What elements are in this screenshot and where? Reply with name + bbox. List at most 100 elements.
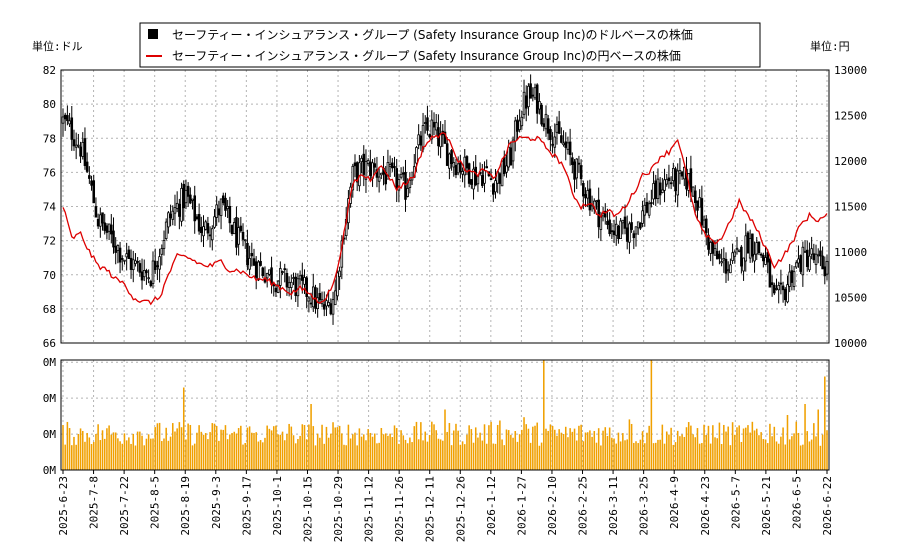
- volume-bar: [652, 443, 655, 470]
- candle-body: [173, 207, 177, 214]
- x-tick-label: 2025-10-15: [301, 476, 314, 542]
- candle-body: [595, 200, 598, 203]
- volume-bar: [264, 437, 266, 470]
- volume-bar: [758, 435, 760, 470]
- volume-bar: [248, 426, 251, 470]
- candle-body: [619, 220, 622, 240]
- candle-body: [630, 222, 633, 230]
- volume-bar: [209, 432, 211, 470]
- candle-body: [535, 84, 539, 114]
- candle-body: [542, 123, 546, 127]
- volume-bar: [543, 360, 545, 470]
- volume-bar: [459, 444, 462, 470]
- candle-body: [533, 87, 537, 99]
- volume-bar: [158, 422, 161, 470]
- candle-body: [715, 250, 719, 260]
- volume-bar: [275, 425, 277, 470]
- volume-bar: [97, 424, 99, 470]
- candle-body: [654, 180, 658, 199]
- volume-bar: [705, 435, 708, 470]
- candle-body: [110, 224, 113, 235]
- volume-bar: [536, 422, 538, 470]
- candle-body: [467, 163, 471, 184]
- candle-body: [114, 245, 117, 253]
- volume-bar: [378, 442, 380, 470]
- candle-body: [689, 168, 693, 193]
- candle-body: [149, 281, 153, 287]
- candle-body: [781, 285, 785, 291]
- legend-usd-label: セーフティー・インシュアランス・グループ (Safety Insurance G…: [172, 27, 693, 42]
- volume-bar: [180, 427, 183, 470]
- candle-body: [138, 263, 142, 273]
- volume-bar: [611, 437, 613, 470]
- candle-body: [735, 247, 739, 250]
- volume-bar: [226, 439, 229, 470]
- volume-bar: [185, 439, 187, 470]
- volume-bar: [196, 432, 198, 470]
- volume-bar: [523, 417, 525, 470]
- candle-body: [125, 253, 128, 258]
- candle-body: [810, 248, 813, 255]
- volume-bar: [424, 431, 427, 470]
- candle-body: [169, 213, 172, 219]
- candle-body: [759, 253, 763, 256]
- volume-bar: [622, 433, 624, 470]
- volume-bar: [551, 426, 554, 470]
- volume-bar: [193, 443, 196, 470]
- volume-bar: [681, 434, 683, 470]
- volume-bar: [518, 434, 521, 470]
- volume-bar: [95, 433, 97, 470]
- candle-body: [96, 218, 100, 227]
- volume-bar: [650, 360, 653, 470]
- volume-bar: [457, 430, 459, 470]
- volume-bar: [501, 439, 503, 470]
- volume-bar: [439, 439, 442, 470]
- candle-body: [625, 227, 629, 242]
- volume-bar: [341, 433, 343, 470]
- volume-bar: [516, 441, 519, 470]
- volume-bar: [532, 426, 534, 470]
- candle-body: [248, 257, 251, 270]
- candle-body: [623, 216, 627, 229]
- vol-tick-label: 0M: [43, 428, 57, 441]
- candle-body: [252, 258, 256, 266]
- candle-body: [792, 271, 796, 287]
- volume-bar: [270, 430, 273, 470]
- volume-bar: [101, 430, 104, 470]
- candle-body: [88, 175, 91, 179]
- candle-body: [226, 206, 229, 210]
- volume-bar: [327, 437, 330, 470]
- candle-body: [582, 183, 585, 197]
- volume-bar: [90, 444, 93, 470]
- y-right-tick-label: 13000: [834, 64, 867, 77]
- candle-body: [131, 259, 135, 271]
- volume-bar: [362, 434, 365, 470]
- volume-bar: [147, 434, 150, 470]
- candle-body: [72, 139, 76, 147]
- volume-bar: [654, 442, 657, 470]
- candle-body: [742, 257, 745, 272]
- candle-body: [639, 222, 642, 229]
- candle-body: [246, 242, 249, 266]
- volume-bar: [450, 445, 453, 470]
- volume-bar: [402, 435, 405, 470]
- candle-body: [369, 161, 372, 176]
- volume-bar: [470, 429, 473, 470]
- candle-body: [461, 171, 464, 175]
- legend-candle-swatch: [148, 29, 158, 39]
- volume-bar: [799, 445, 802, 470]
- candle-body: [235, 217, 238, 248]
- y-left-tick-label: 74: [43, 201, 57, 214]
- volume-bar: [668, 434, 670, 470]
- volume-bar: [712, 425, 714, 470]
- volume-bar: [806, 431, 809, 470]
- candle-body: [529, 83, 532, 99]
- candle-body: [821, 255, 824, 270]
- volume-bar: [766, 443, 769, 470]
- volume-bar: [488, 425, 490, 470]
- volume-bar: [777, 443, 780, 470]
- volume-bar: [674, 442, 677, 470]
- candle-body: [338, 270, 341, 278]
- volume-bar: [171, 423, 174, 470]
